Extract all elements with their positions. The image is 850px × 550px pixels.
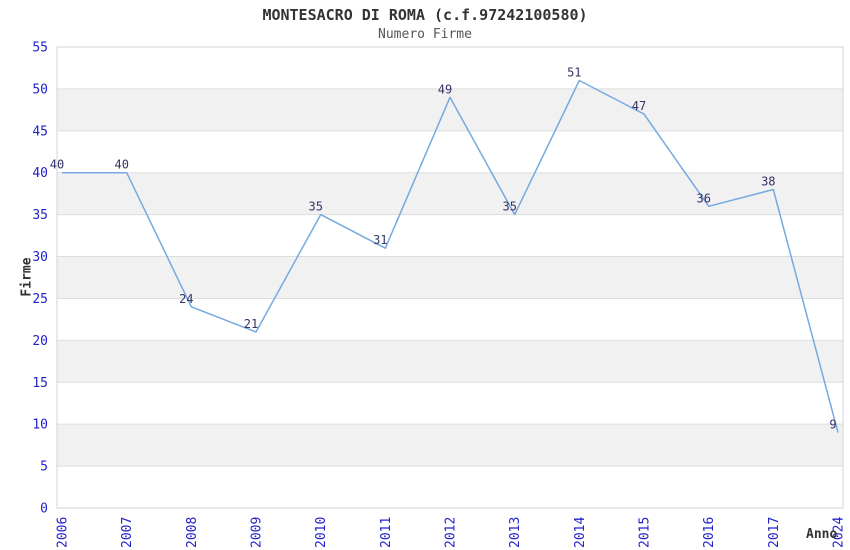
data-point-label: 9	[829, 418, 836, 432]
x-tick-label: 2007	[120, 517, 135, 548]
x-tick-label: 2006	[56, 517, 71, 548]
y-tick-label: 25	[32, 292, 48, 307]
y-tick-label: 35	[32, 208, 48, 223]
y-tick-label: 40	[32, 166, 48, 181]
data-point-label: 38	[761, 175, 775, 189]
y-tick-label: 50	[32, 82, 48, 97]
x-tick-label: 2014	[573, 517, 588, 548]
y-tick-label: 55	[32, 41, 48, 56]
x-tick-label: 2012	[444, 517, 459, 548]
data-point-label: 24	[179, 292, 193, 306]
x-tick-label: 2013	[508, 517, 523, 548]
chart-title: MONTESACRO DI ROMA (c.f.97242100580)	[262, 6, 588, 24]
data-point-label: 31	[373, 233, 387, 247]
data-point-label: 49	[438, 82, 452, 96]
data-point-label: 35	[308, 200, 322, 214]
x-tick-label: 2009	[250, 517, 265, 548]
x-tick-label: 2024	[832, 517, 847, 548]
series-line	[62, 79, 839, 433]
x-tick-label: 2017	[767, 517, 782, 548]
data-point-label: 35	[502, 200, 516, 214]
chart-subtitle: Numero Firme	[378, 27, 472, 42]
x-tick-label: 2010	[314, 517, 329, 548]
grid-band	[57, 172, 843, 215]
grid-band	[57, 424, 843, 467]
y-tick-label: 30	[32, 250, 48, 265]
x-axis-title: Anno	[806, 527, 838, 542]
plot-border	[56, 46, 844, 509]
y-tick-label: 0	[40, 502, 48, 517]
x-tick-label: 2011	[379, 517, 394, 548]
data-point-label: 40	[50, 158, 64, 172]
x-tick-label: 2015	[638, 517, 653, 548]
y-tick-label: 45	[32, 124, 48, 139]
data-point-label: 47	[632, 99, 646, 113]
grid-band	[57, 256, 843, 299]
data-point-label: 40	[114, 158, 128, 172]
y-tick-label: 5	[40, 460, 48, 475]
data-point-label: 36	[696, 191, 710, 205]
y-tick-label: 10	[32, 418, 48, 433]
y-tick-label: 20	[32, 334, 48, 349]
grid-band	[57, 340, 843, 383]
x-tick-label: 2016	[702, 517, 717, 548]
data-point-label: 21	[244, 317, 258, 331]
grid-band	[57, 88, 843, 131]
y-tick-label: 15	[32, 376, 48, 391]
x-tick-label: 2008	[185, 517, 200, 548]
data-point-label: 51	[567, 66, 581, 80]
